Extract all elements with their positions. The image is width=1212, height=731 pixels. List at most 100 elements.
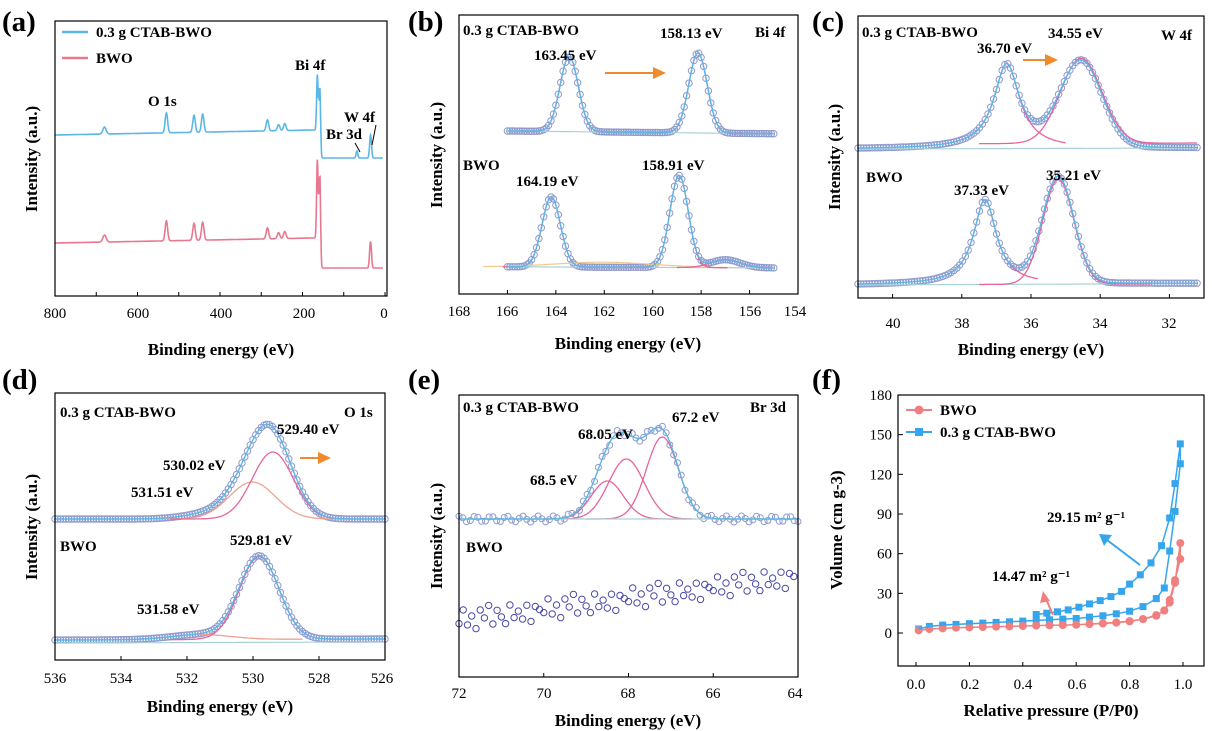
sample-label: 0.3 g CTAB-BWO bbox=[463, 400, 579, 416]
data-marker bbox=[697, 53, 705, 62]
series-line-bwo bbox=[55, 159, 383, 269]
data-marker bbox=[781, 584, 789, 593]
data-marker bbox=[751, 580, 760, 588]
data-marker bbox=[268, 568, 276, 576]
x-tick-label: 36 bbox=[1024, 316, 1040, 332]
annotation-o1s: O 1s bbox=[148, 94, 177, 110]
data-marker bbox=[581, 110, 589, 119]
data-marker bbox=[973, 218, 981, 226]
y-axis-label: Intensity (a.u.) bbox=[427, 483, 446, 589]
data-marker bbox=[468, 612, 476, 620]
data-marker bbox=[489, 620, 497, 628]
data-marker bbox=[675, 118, 683, 127]
panel-a-frame bbox=[54, 20, 388, 297]
data-marker bbox=[535, 234, 543, 243]
fit-peak bbox=[979, 57, 1198, 145]
data-marker bbox=[647, 426, 655, 434]
sample-label: BWO bbox=[463, 158, 500, 174]
x-tick-label: 600 bbox=[127, 306, 150, 322]
panel-c: (c) 0.3 g CTAB-BWO W 4f 36.70 eV 34.55 e… bbox=[812, 6, 1205, 359]
peak-label: 68.5 eV bbox=[530, 473, 578, 489]
data-marker bbox=[582, 602, 590, 610]
data-marker bbox=[967, 238, 975, 247]
data-marker bbox=[609, 432, 617, 440]
background-line bbox=[55, 641, 385, 644]
y-axis-label: Volume (cm g-3) bbox=[827, 470, 846, 589]
y-tick-label: 120 bbox=[870, 467, 893, 483]
x-tick-label: 528 bbox=[308, 671, 331, 687]
data-marker bbox=[671, 597, 679, 606]
bet-annotation-ctab: 29.15 m² g⁻¹ bbox=[1047, 510, 1125, 526]
x-tick-label: 166 bbox=[496, 304, 519, 320]
legend-marker-bwo bbox=[914, 405, 924, 415]
data-marker bbox=[547, 193, 555, 201]
data-marker bbox=[544, 595, 552, 603]
data-marker bbox=[722, 579, 730, 587]
region-label: Bi 4f bbox=[755, 25, 786, 41]
panel-a-label: (a) bbox=[2, 6, 36, 38]
data-marker bbox=[265, 562, 274, 571]
envelope-line bbox=[55, 555, 385, 641]
y-axis-label: Intensity (a.u.) bbox=[427, 102, 446, 208]
legend-label-ctab: 0.3 g CTAB-BWO bbox=[940, 425, 1056, 441]
data-marker bbox=[984, 199, 992, 207]
x-tick-label: 162 bbox=[593, 304, 616, 320]
y-tick-label: 150 bbox=[870, 428, 893, 444]
data-marker bbox=[481, 517, 489, 525]
data-marker bbox=[235, 465, 244, 473]
x-tick-label: 0.6 bbox=[1068, 677, 1087, 693]
data-marker bbox=[777, 568, 785, 576]
x-tick-label: 200 bbox=[293, 306, 316, 322]
x-axis-label: Binding energy (eV) bbox=[147, 697, 293, 716]
data-marker bbox=[779, 517, 787, 525]
data-marker bbox=[696, 595, 705, 604]
x-tick-label: 0.2 bbox=[961, 677, 980, 693]
br3d-pointer bbox=[354, 142, 361, 153]
data-marker bbox=[987, 208, 995, 216]
data-marker bbox=[1006, 64, 1015, 72]
data-marker bbox=[599, 596, 607, 604]
x-tick-label: 1.0 bbox=[1174, 677, 1193, 693]
x-tick-label: 158 bbox=[690, 304, 713, 320]
data-marker bbox=[678, 175, 686, 183]
data-marker bbox=[552, 601, 561, 609]
data-marker bbox=[497, 613, 506, 621]
data-marker bbox=[285, 455, 293, 463]
data-marker bbox=[571, 67, 579, 76]
data-marker bbox=[548, 610, 556, 618]
data-marker bbox=[684, 585, 692, 593]
x-tick-label: 40 bbox=[886, 316, 901, 332]
sample-label: BWO bbox=[60, 539, 97, 555]
data-marker bbox=[771, 513, 779, 521]
data-marker bbox=[274, 581, 282, 590]
peak-label: 35.21 eV bbox=[1046, 168, 1101, 184]
data-marker bbox=[549, 195, 558, 203]
data-marker bbox=[641, 602, 650, 611]
x-axis-label: Binding energy (eV) bbox=[555, 334, 701, 353]
data-marker bbox=[695, 252, 703, 261]
data-marker bbox=[747, 573, 756, 581]
data-marker bbox=[271, 574, 279, 583]
y-tick-label: 180 bbox=[870, 388, 893, 404]
annotation-w4f: W 4f bbox=[344, 110, 376, 126]
data-marker bbox=[680, 103, 688, 111]
region-label: W 4f bbox=[1161, 28, 1193, 44]
data-marker bbox=[518, 615, 527, 623]
x-tick-label: 154 bbox=[784, 304, 807, 320]
data-marker bbox=[773, 582, 781, 590]
data-marker bbox=[559, 232, 567, 241]
data-marker bbox=[673, 174, 681, 182]
data-marker bbox=[612, 606, 620, 615]
data-marker bbox=[515, 514, 523, 522]
bet-pointer-ctab bbox=[1106, 539, 1141, 566]
data-marker bbox=[633, 599, 641, 607]
data-marker bbox=[675, 579, 684, 587]
data-marker bbox=[667, 591, 675, 599]
data-marker bbox=[578, 595, 586, 603]
x-tick-label: 68 bbox=[621, 686, 636, 702]
data-marker bbox=[987, 103, 995, 111]
data-marker bbox=[279, 595, 287, 603]
y-ticks: 0 30 60 90 120 150 180 bbox=[870, 388, 903, 642]
data-marker bbox=[629, 584, 637, 592]
data-marker bbox=[463, 621, 472, 629]
